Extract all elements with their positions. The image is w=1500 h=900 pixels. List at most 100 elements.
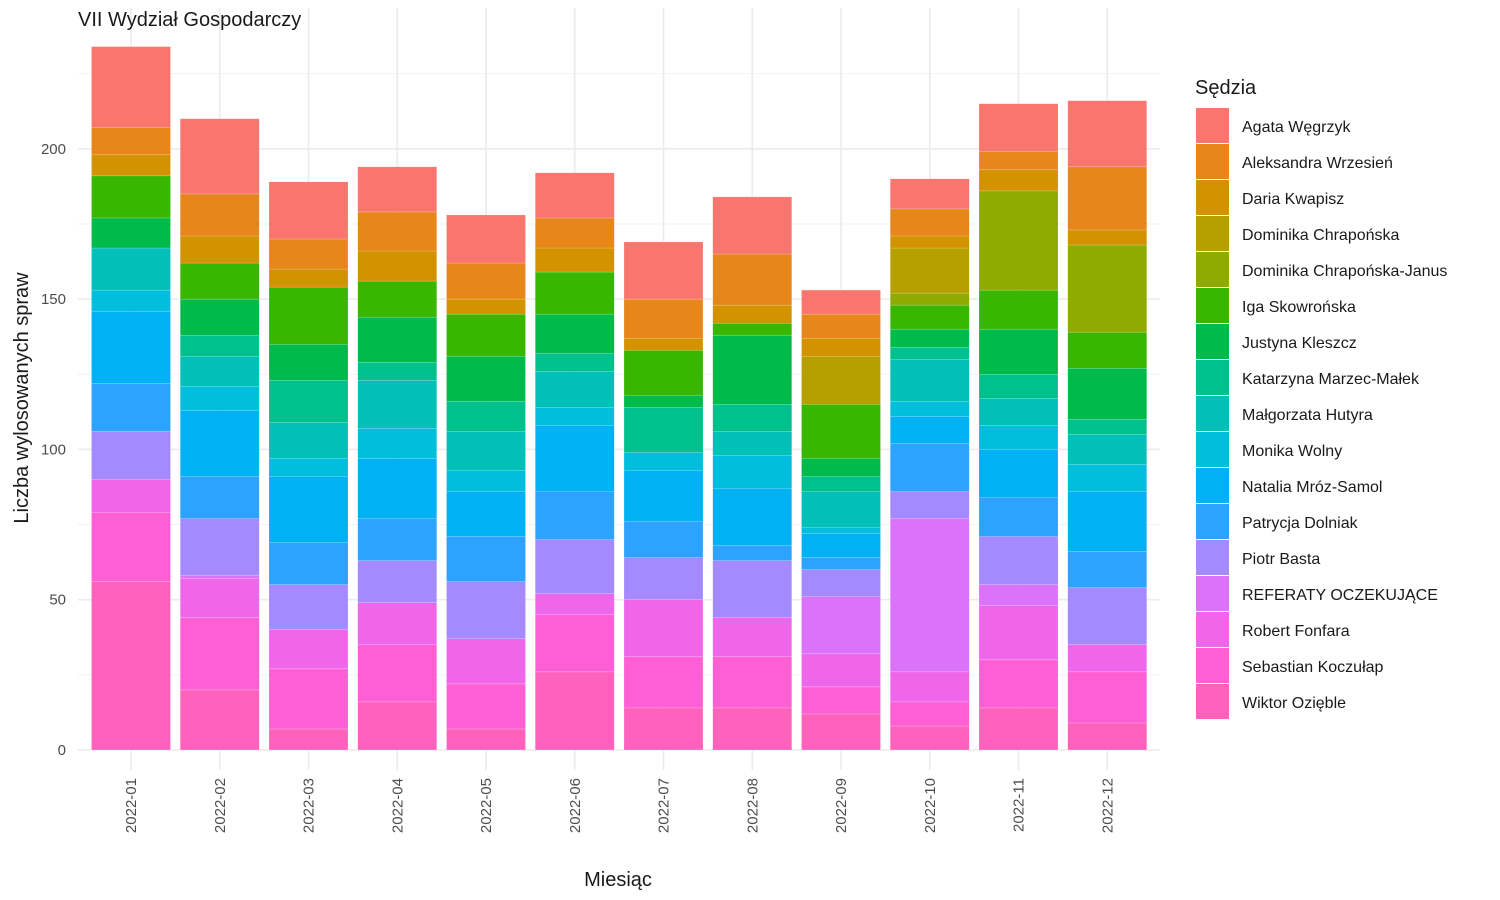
bar-segment — [623, 395, 704, 408]
legend-label: Dominika Chrapońska — [1242, 227, 1400, 244]
bar-segment — [180, 518, 260, 576]
bar-segment — [91, 383, 171, 432]
bar-segment — [890, 247, 970, 294]
bar-segment — [890, 328, 970, 348]
legend-swatch — [1196, 324, 1229, 359]
bar-segment — [180, 578, 260, 618]
bar-segment — [712, 488, 792, 546]
bar-segment — [535, 539, 615, 594]
legend-title: Sędzia — [1195, 77, 1257, 99]
bar-segment — [535, 593, 615, 615]
x-tick-label: 2022-07 — [656, 778, 673, 833]
chart-title: VII Wydział Gospodarczy — [78, 9, 301, 31]
bar-segment — [91, 512, 171, 582]
bar-segment — [1067, 551, 1147, 588]
bar-segment — [623, 599, 704, 658]
bar-segment — [801, 653, 881, 688]
bar-segment — [1067, 434, 1147, 465]
bar-segment — [268, 380, 349, 423]
bar-segment — [890, 671, 970, 703]
y-tick-label: 150 — [41, 291, 66, 308]
bar-segment — [801, 557, 881, 570]
y-tick-label: 200 — [41, 141, 66, 158]
legend-label: Piotr Basta — [1242, 551, 1320, 568]
bar-segment — [1067, 367, 1147, 420]
bar-segment — [446, 298, 526, 315]
bar-segment — [446, 214, 526, 264]
legend-swatch — [1196, 144, 1229, 179]
legend-label: Patrycja Dolniak — [1242, 515, 1359, 532]
bar-segment — [1067, 331, 1147, 369]
bar-segment — [268, 181, 349, 240]
bar-segment — [357, 428, 437, 459]
bar-segment — [268, 238, 349, 270]
bar-segment — [1067, 464, 1147, 492]
legend-label: Monika Wolny — [1242, 443, 1342, 460]
x-axis-title: Miesiąc — [584, 869, 652, 891]
bar-segment — [91, 217, 171, 249]
bar-segment — [890, 725, 970, 751]
legend-swatch — [1196, 504, 1229, 539]
bar-segment — [978, 707, 1059, 751]
bar-segment — [535, 491, 615, 540]
bar-segment — [535, 247, 615, 273]
y-tick-labels: 0 50 100 150 200 — [41, 141, 66, 759]
bar-segment — [535, 352, 615, 372]
bar-segment — [801, 686, 881, 715]
bar-segment — [890, 401, 970, 417]
legend-swatch — [1196, 396, 1229, 431]
bar-segment — [1067, 722, 1147, 751]
bar-segment — [978, 605, 1059, 661]
bar-segment — [1067, 671, 1147, 724]
bar-segment — [535, 370, 615, 408]
bar-segment — [890, 346, 970, 360]
bar-segment — [623, 452, 704, 471]
legend-swatch — [1196, 288, 1229, 323]
bar-segment — [535, 313, 615, 354]
bar-segment — [890, 518, 970, 673]
bar-segment — [268, 476, 349, 543]
bar-segment — [357, 211, 437, 252]
bar-segment — [890, 304, 970, 330]
bar-segment — [446, 431, 526, 471]
bar-segment — [978, 289, 1059, 330]
legend-swatch — [1196, 576, 1229, 611]
bar-segment — [978, 374, 1059, 399]
bar-segment — [890, 235, 970, 249]
bar-segment — [91, 175, 171, 219]
x-tick-label: 2022-02 — [212, 778, 229, 833]
bar-segment — [268, 286, 349, 345]
legend-label: Daria Kwapisz — [1242, 191, 1344, 208]
bar-segment — [357, 166, 437, 213]
x-tick-label: 2022-05 — [478, 778, 495, 833]
bar-segment — [978, 425, 1059, 450]
bar-segment — [623, 557, 704, 600]
bar-segment — [890, 178, 970, 210]
bar-segment — [357, 316, 437, 363]
legend-swatch — [1196, 180, 1229, 215]
bar-segment — [357, 280, 437, 318]
bar-segment — [801, 355, 881, 405]
bar-segment — [712, 404, 792, 432]
bar-segment — [446, 401, 526, 432]
x-tick-label: 2022-11 — [1011, 778, 1028, 832]
bar-segment — [712, 656, 792, 709]
y-tick-label: 50 — [49, 592, 66, 609]
bar-segment — [268, 629, 349, 670]
y-tick-label: 100 — [41, 441, 66, 458]
bar-segment — [712, 545, 792, 561]
bar-segment — [623, 521, 704, 558]
legend-swatch — [1196, 468, 1229, 503]
bar-segment — [1067, 229, 1147, 246]
bar-segment — [180, 235, 260, 264]
bar-segment — [357, 518, 437, 561]
bar-segment — [180, 355, 260, 387]
bar-segment — [890, 443, 970, 492]
bar-segment — [712, 322, 792, 336]
bar-segment — [357, 361, 437, 381]
bar-segment — [268, 542, 349, 585]
bar-segment — [180, 476, 260, 519]
bar-segment — [801, 527, 881, 534]
bar-segment — [535, 217, 615, 249]
